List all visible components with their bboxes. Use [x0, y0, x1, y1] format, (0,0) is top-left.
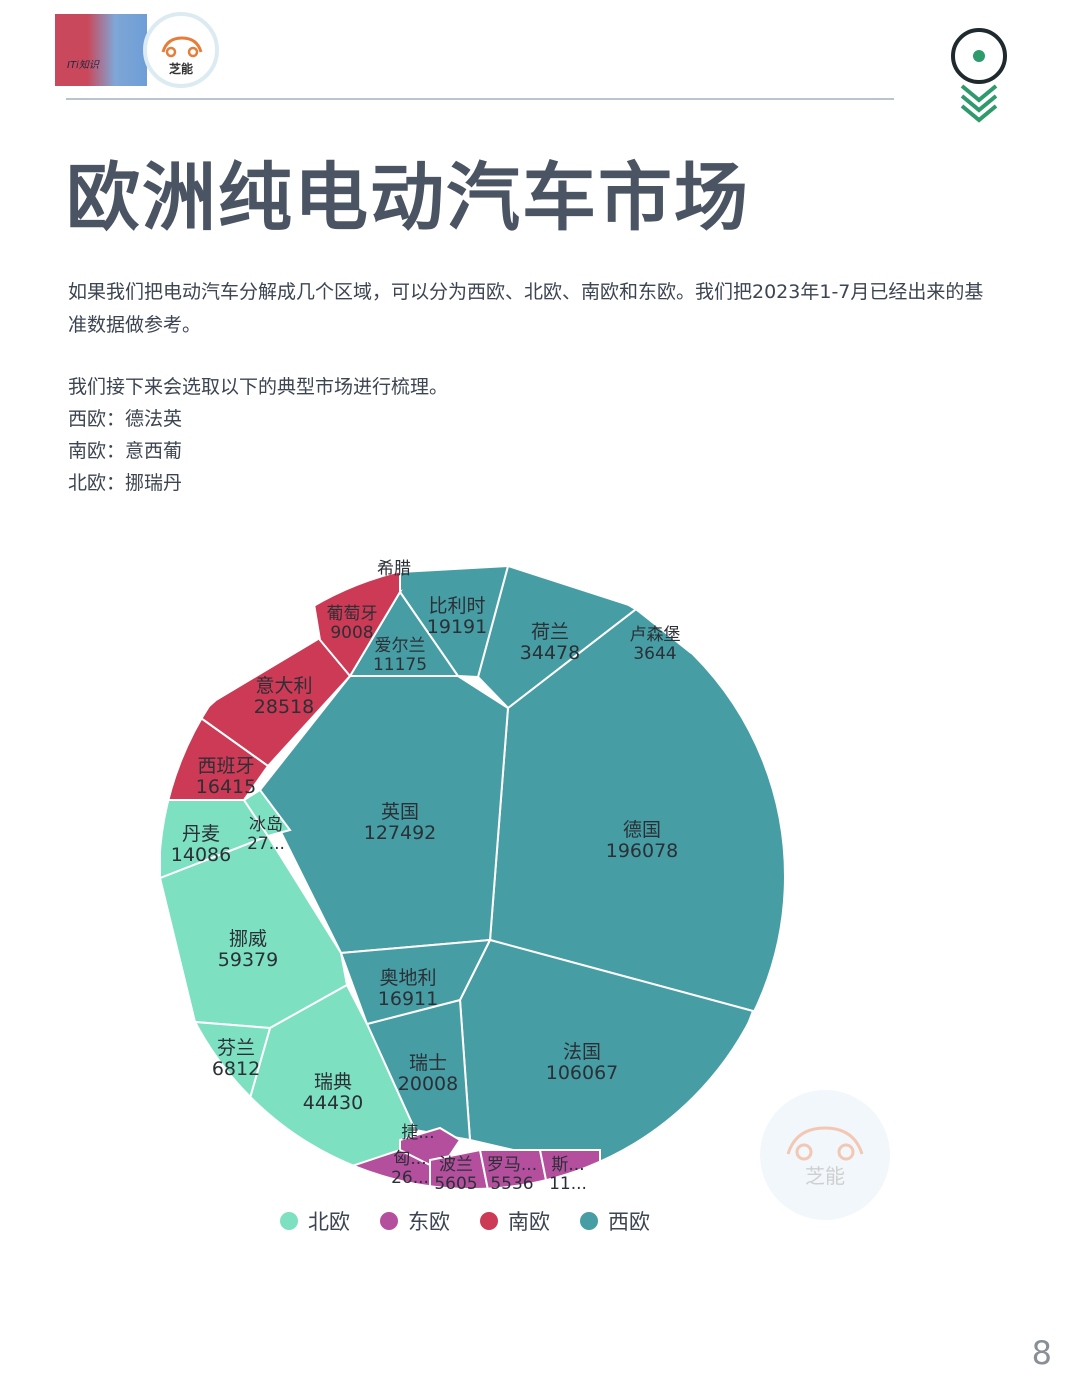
- logo: ITi知识 芝能: [55, 12, 223, 90]
- label-name-czech: 捷...: [401, 1123, 434, 1143]
- cell-austria[interactable]: [339, 938, 492, 1026]
- region-line-north: 北欧：挪瑞丹: [68, 472, 183, 494]
- label-name-greece: 希腊: [377, 559, 411, 579]
- label-value-denmark: 14086: [171, 844, 231, 866]
- label-value-norway: 59379: [218, 949, 278, 971]
- legend-label-west: 西欧: [608, 1210, 650, 1234]
- label-name-uk: 英国: [381, 801, 419, 823]
- label-name-iceland: 冰岛: [249, 815, 283, 835]
- label-name-luxembourg: 卢森堡: [630, 625, 681, 645]
- label-name-romania: 罗马...: [487, 1155, 537, 1175]
- label-name-finland: 芬兰: [217, 1037, 255, 1059]
- label-name-poland: 波兰: [439, 1155, 473, 1175]
- label-name-netherlands: 荷兰: [531, 621, 569, 643]
- label-value-finland: 6812: [212, 1058, 260, 1080]
- label-value-uk: 127492: [364, 822, 437, 844]
- chart-legend: 北欧 东欧 南欧 西欧: [280, 1206, 680, 1236]
- region-line-south: 南欧：意西葡: [68, 440, 183, 462]
- car-logo-icon: [161, 36, 203, 58]
- legend-label-east: 东欧: [408, 1210, 450, 1234]
- logo-photo-text: ITi知识: [67, 60, 99, 71]
- target-chevrons-icon[interactable]: [950, 28, 1010, 128]
- label-name-slovakia: 斯...: [551, 1155, 584, 1175]
- label-name-hungary: 匈...: [393, 1149, 426, 1169]
- watermark-car-icon: [786, 1126, 864, 1161]
- label-value-iceland: 27...: [247, 834, 285, 854]
- label-name-france: 法国: [563, 1041, 601, 1063]
- logo-pill: 芝能: [143, 12, 219, 88]
- intro-paragraph: 如果我们把电动汽车分解成几个区域，可以分为西欧、北欧、南欧和东欧。我们把2023…: [68, 281, 984, 336]
- legend-dot-south: [480, 1212, 498, 1230]
- legend-item-south[interactable]: 南欧: [480, 1206, 550, 1236]
- label-value-france: 106067: [546, 1062, 619, 1084]
- label-name-portugal: 葡萄牙: [327, 604, 378, 624]
- label-name-austria: 奥地利: [379, 967, 436, 989]
- page-title: 欧洲纯电动汽车市场: [66, 155, 750, 241]
- watermark: 芝能: [760, 1090, 890, 1220]
- page-number: 8: [1031, 1334, 1052, 1372]
- label-name-italy: 意大利: [255, 675, 312, 697]
- label-value-spain: 16415: [196, 776, 256, 798]
- region-line-west: 西欧：德法英: [68, 408, 183, 430]
- legend-item-west[interactable]: 西欧: [580, 1206, 650, 1236]
- watermark-text: 芝能: [805, 1164, 845, 1188]
- label-value-italy: 28518: [254, 696, 314, 718]
- label-value-switzerland: 20008: [398, 1073, 458, 1095]
- label-value-netherlands: 34478: [520, 642, 580, 664]
- label-name-spain: 西班牙: [197, 755, 254, 777]
- label-value-germany: 196078: [606, 840, 679, 862]
- label-value-romania: 5536: [490, 1174, 533, 1194]
- chart-outline: [158, 562, 786, 1190]
- label-value-sweden: 44430: [303, 1092, 363, 1114]
- legend-item-east[interactable]: 东欧: [380, 1206, 450, 1236]
- label-value-austria: 16911: [378, 988, 438, 1010]
- logo-text: 芝能: [168, 62, 193, 76]
- selection-text: 我们接下来会选取以下的典型市场进行梳理。: [68, 376, 449, 398]
- label-value-luxembourg: 3644: [633, 644, 676, 664]
- label-value-ireland: 11175: [373, 655, 427, 675]
- legend-label-south: 南欧: [508, 1210, 550, 1234]
- label-name-denmark: 丹麦: [182, 823, 220, 845]
- header-divider: [66, 98, 894, 100]
- label-name-norway: 挪威: [229, 928, 267, 950]
- label-value-belgium: 19191: [427, 616, 487, 638]
- label-value-slovakia: 11...: [549, 1174, 587, 1194]
- legend-dot-north: [280, 1212, 298, 1230]
- legend-label-north: 北欧: [308, 1210, 350, 1234]
- label-name-sweden: 瑞典: [314, 1071, 352, 1093]
- legend-dot-east: [380, 1212, 398, 1230]
- label-name-germany: 德国: [623, 819, 661, 841]
- label-value-hungary: 26...: [391, 1168, 429, 1188]
- label-value-portugal: 9008: [330, 623, 373, 643]
- cell-iceland[interactable]: [242, 788, 292, 838]
- logo-photo: ITi知识: [55, 14, 147, 86]
- label-name-ireland: 爱尔兰: [375, 636, 426, 656]
- label-name-switzerland: 瑞士: [409, 1052, 447, 1074]
- label-value-poland: 5605: [434, 1174, 477, 1194]
- legend-item-north[interactable]: 北欧: [280, 1206, 350, 1236]
- label-name-belgium: 比利时: [428, 595, 485, 617]
- legend-dot-west: [580, 1212, 598, 1230]
